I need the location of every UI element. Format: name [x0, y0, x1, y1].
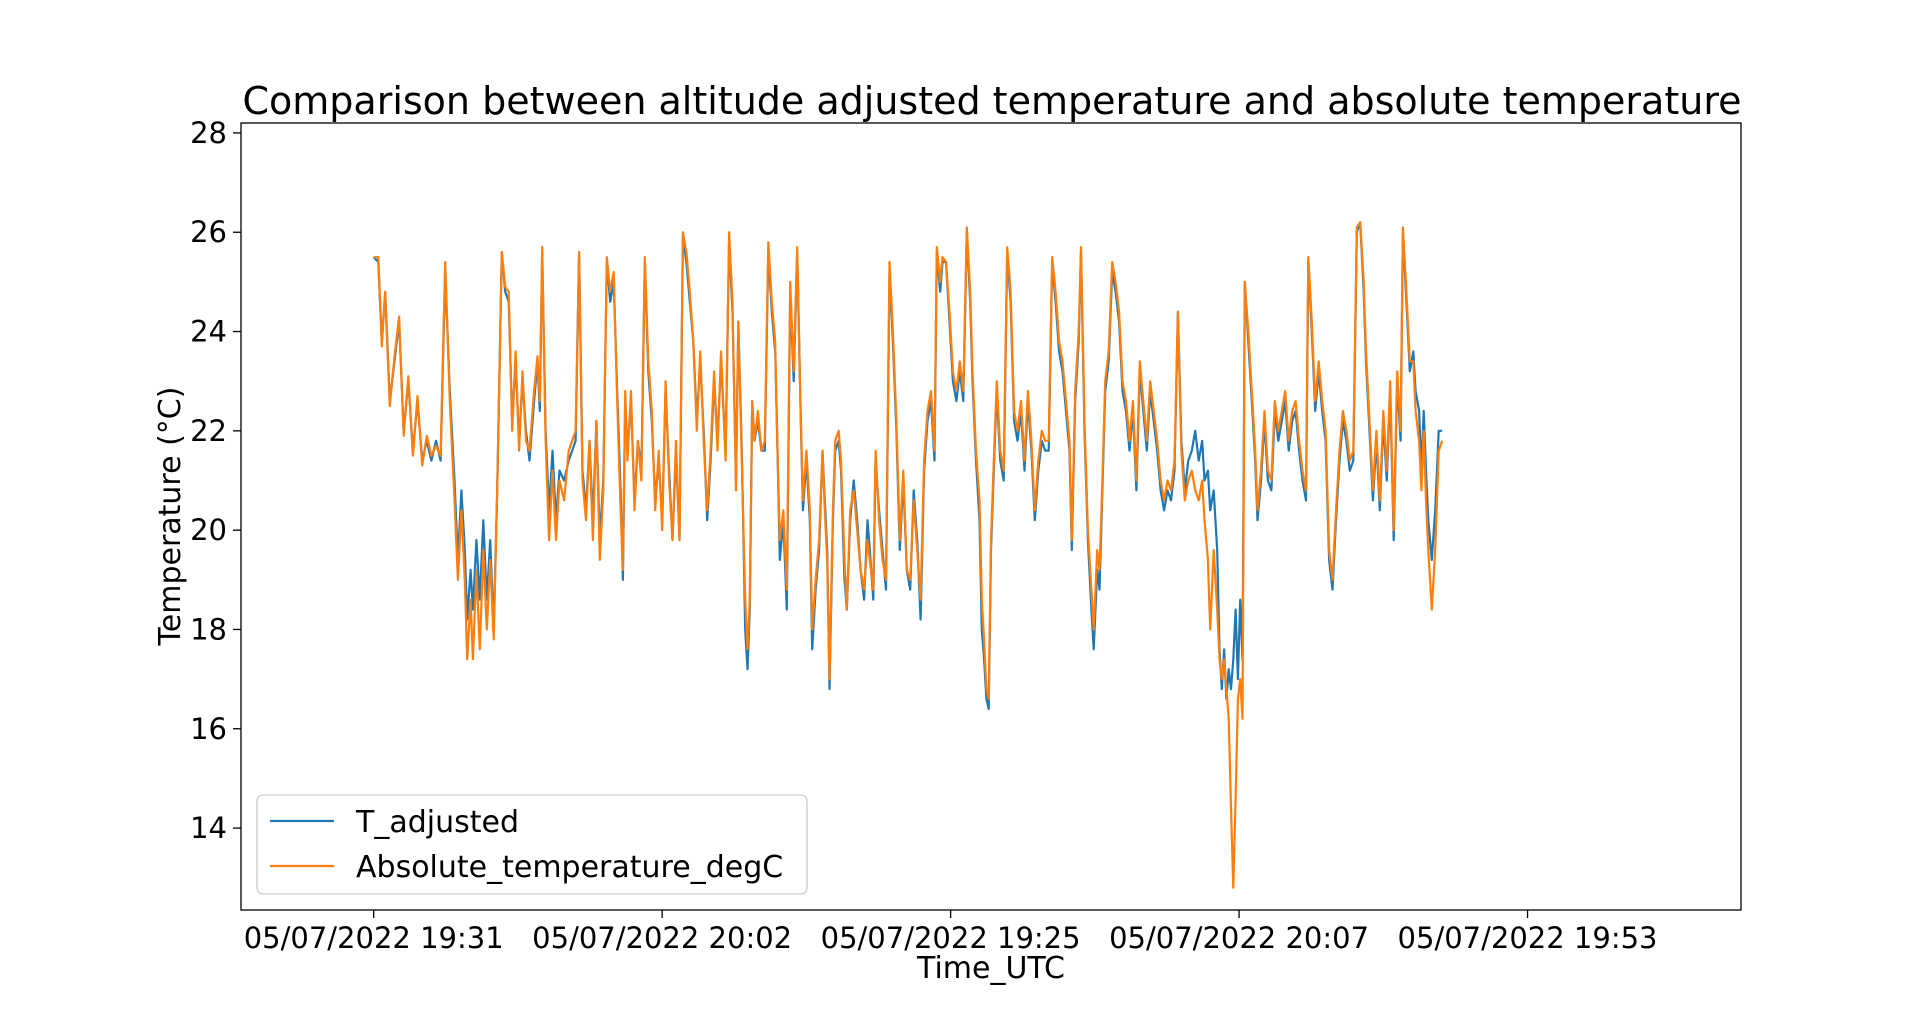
series-line-absolute-temperature-degc — [373, 221, 1444, 889]
y-tick-label: 26 — [190, 215, 227, 249]
chart-title: Comparison between altitude adjusted tem… — [243, 79, 1742, 123]
legend: T_adjusted Absolute_temperature_degC — [256, 794, 808, 895]
y-tick-label: 14 — [190, 811, 227, 845]
y-tick-label: 24 — [190, 315, 227, 349]
y-tick-label: 28 — [190, 116, 227, 150]
y-tick-label: 16 — [190, 712, 227, 746]
y-tick-label: 18 — [190, 612, 227, 646]
x-tick-label: 05/07/2022 19:25 — [821, 921, 1081, 955]
legend-box — [256, 794, 808, 895]
x-tick-label: 05/07/2022 20:07 — [1109, 921, 1369, 955]
y-tick-label: 22 — [190, 414, 227, 448]
x-axis-label: Time_UTC — [916, 951, 1065, 986]
y-tick-label: 20 — [190, 513, 227, 547]
x-tick-label: 05/07/2022 19:53 — [1398, 921, 1658, 955]
plot-area — [372, 221, 1444, 889]
x-tick-label: 05/07/2022 19:31 — [244, 921, 504, 955]
x-axis: 05/07/2022 19:31 05/07/2022 20:02 05/07/20… — [244, 910, 1658, 955]
legend-label-t-adjusted: T_adjusted — [355, 805, 519, 840]
x-tick-label: 05/07/2022 20:02 — [532, 921, 792, 955]
axes-frame — [240, 122, 1742, 911]
y-axis: 14 16 18 20 22 24 26 28 — [190, 116, 241, 845]
legend-label-absolute-temperature: Absolute_temperature_degC — [356, 850, 783, 885]
y-axis-label: Temperature (°C) — [153, 387, 188, 647]
